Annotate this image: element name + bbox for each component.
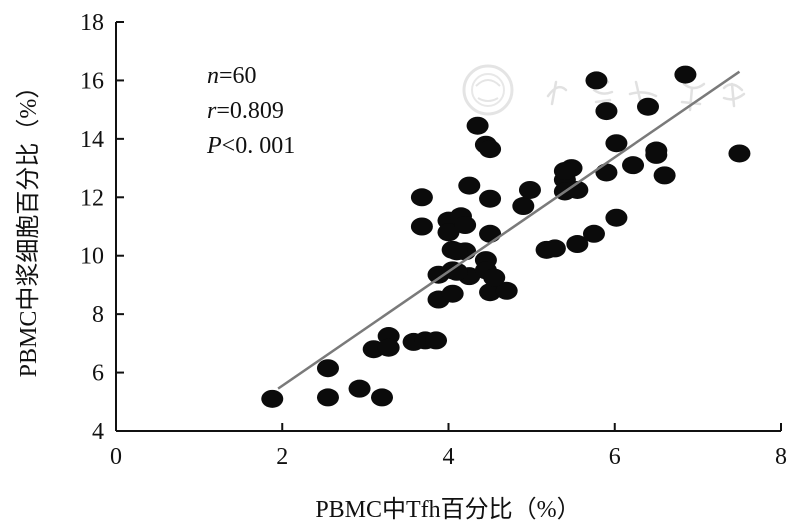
x-tick-label-4: 4 xyxy=(443,444,455,470)
data-point-60 xyxy=(445,242,468,261)
data-point-36 xyxy=(518,180,541,199)
data-point-22 xyxy=(454,216,477,235)
data-point-34 xyxy=(495,281,518,300)
data-point-3 xyxy=(316,388,339,407)
y-tick-label-8: 8 xyxy=(92,302,104,328)
annotation-n-symbol: n xyxy=(207,63,219,89)
data-point-59 xyxy=(553,161,576,180)
trend-line xyxy=(277,70,741,390)
x-tick-label-0: 0 xyxy=(110,444,122,470)
data-point-1 xyxy=(261,389,284,408)
x-tick-label-6: 6 xyxy=(609,444,621,470)
data-point-46 xyxy=(595,102,618,121)
data-point-58 xyxy=(445,262,468,281)
x-tick-label-2: 2 xyxy=(276,444,288,470)
data-point-55 xyxy=(674,65,697,84)
annotation-p-symbol: P xyxy=(206,133,222,159)
x-tick-label-8: 8 xyxy=(775,444,787,470)
data-point-51 xyxy=(637,97,659,116)
data-point-13 xyxy=(410,217,433,236)
stats-annotation: n=60 r=0.809 P<0. 001 xyxy=(206,63,295,159)
data-point-33 xyxy=(479,283,502,302)
data-point-50 xyxy=(622,156,645,175)
annotation-p: P<0. 001 xyxy=(206,133,295,159)
y-axis-title: PBMC中浆细胞百分比（%） xyxy=(15,75,42,378)
data-point-24 xyxy=(458,176,481,195)
watermark-emblem xyxy=(462,64,514,116)
data-point-44 xyxy=(582,224,605,243)
data-point-43 xyxy=(566,235,589,254)
data-point-47 xyxy=(595,163,618,182)
data-point-48 xyxy=(605,134,628,153)
data-point-56 xyxy=(728,144,751,163)
annotation-r: r=0.809 xyxy=(207,98,284,124)
data-point-57 xyxy=(483,268,506,287)
annotation-p-value: <0. 001 xyxy=(222,133,296,159)
data-point-38 xyxy=(543,239,566,258)
data-point-26 xyxy=(466,116,489,135)
data-point-4 xyxy=(348,379,371,398)
axes: 0 2 4 6 8 4 6 8 10 12 14 16 18 xyxy=(80,10,787,470)
data-point-32 xyxy=(479,224,502,243)
annotation-n-value: =60 xyxy=(219,63,257,89)
annotation-r-value: =0.809 xyxy=(216,98,284,124)
data-point-53 xyxy=(645,145,668,164)
y-tick-label-14: 14 xyxy=(80,127,104,153)
annotation-n: n=60 xyxy=(207,63,257,89)
data-point-35 xyxy=(512,197,535,216)
y-tick-label-10: 10 xyxy=(80,244,104,270)
y-tick-label-18: 18 xyxy=(80,10,104,36)
data-point-5 xyxy=(371,388,393,407)
data-point-54 xyxy=(653,166,676,185)
x-axis-title: PBMC中Tfh百分比（%） xyxy=(315,496,580,523)
y-tick-label-16: 16 xyxy=(80,68,104,94)
y-tick-label-6: 6 xyxy=(92,361,104,387)
data-point-8 xyxy=(377,338,400,357)
data-point-49 xyxy=(605,208,628,227)
data-point-17 xyxy=(437,223,460,242)
data-point-31 xyxy=(479,189,502,208)
data-point-28 xyxy=(479,140,502,159)
data-point-2 xyxy=(316,359,339,378)
plot-area xyxy=(261,65,751,408)
data-point-45 xyxy=(585,71,608,90)
annotation-r-symbol: r xyxy=(207,98,217,124)
y-tick-label-4: 4 xyxy=(92,419,104,445)
y-tick-label-12: 12 xyxy=(80,185,104,211)
data-point-20 xyxy=(441,284,464,303)
data-point-11 xyxy=(425,331,448,350)
data-point-12 xyxy=(410,188,433,207)
